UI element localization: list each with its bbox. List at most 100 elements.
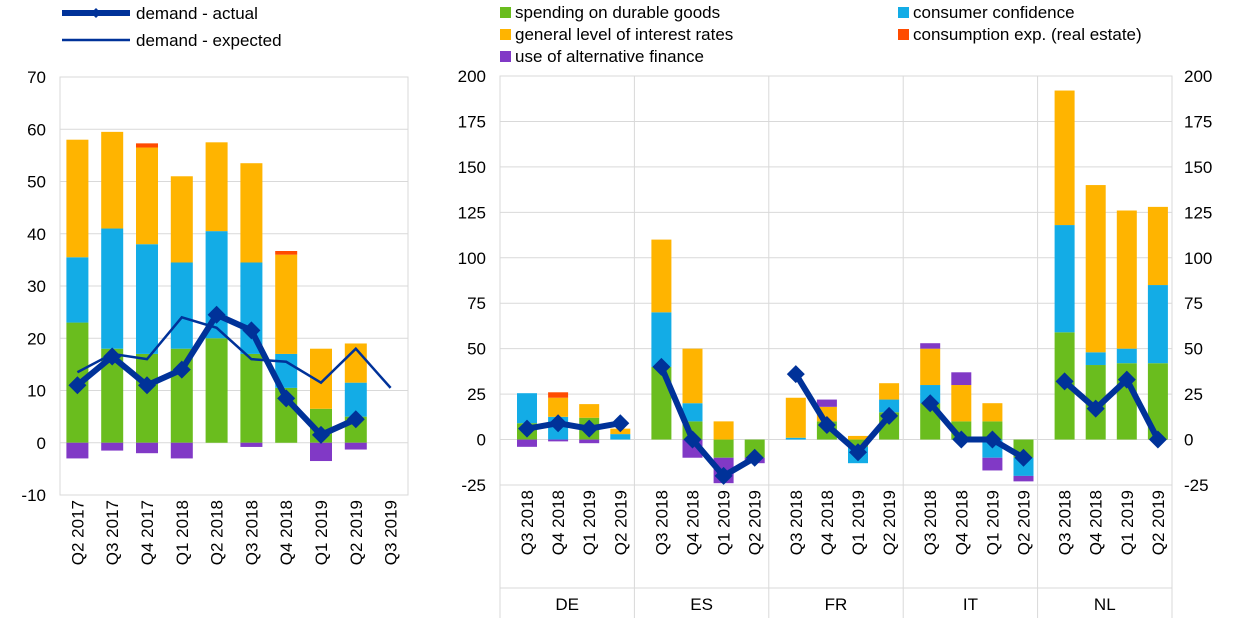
left-bar-segment xyxy=(170,442,193,459)
right-group-label: NL xyxy=(1094,595,1116,614)
left-x-tick-label: Q3 2019 xyxy=(382,500,401,565)
right-bar-segment xyxy=(920,385,941,404)
right-bar-segment xyxy=(713,439,734,458)
left-bar-segment xyxy=(101,131,124,229)
right-bar-segment xyxy=(951,372,972,386)
left-y-tick-label: 30 xyxy=(27,277,46,296)
right-x-tick-label: Q1 2019 xyxy=(983,490,1002,555)
right-x-tick-label: Q2 2019 xyxy=(1015,490,1034,555)
right-actual-marker xyxy=(952,430,971,449)
right-bar-segment xyxy=(682,348,703,404)
right-chart-lines xyxy=(518,357,1167,485)
right-bar-segment xyxy=(579,439,600,444)
right-x-tick-label: Q1 2019 xyxy=(715,490,734,555)
left-bar-segment xyxy=(101,442,124,451)
left-bar-segment xyxy=(136,442,158,454)
right-actual-marker xyxy=(652,357,671,376)
right-legend-label: consumer confidence xyxy=(913,3,1075,22)
right-actual-marker xyxy=(611,414,630,433)
right-actual-marker xyxy=(1117,370,1136,389)
left-bar-segment xyxy=(240,353,263,443)
right-bar-segment xyxy=(548,439,569,442)
left-x-tick-label: Q3 2018 xyxy=(242,500,261,565)
right-bar-segment xyxy=(785,397,806,438)
right-actual-marker xyxy=(786,365,805,384)
right-x-tick-label: Q3 2018 xyxy=(652,490,671,555)
right-y-tick-label-right: 50 xyxy=(1184,340,1203,359)
right-actual-marker xyxy=(1055,372,1074,391)
left-line-demand-expected xyxy=(76,315,392,389)
left-bar-segment xyxy=(275,254,298,354)
left-bar-segment xyxy=(136,244,158,354)
right-legend-label: spending on durable goods xyxy=(515,3,720,22)
left-x-tick-label: Q2 2018 xyxy=(208,500,227,565)
right-x-tick-label: Q4 2018 xyxy=(952,490,971,555)
right-bar-segment xyxy=(785,437,806,440)
right-bar-segment xyxy=(1013,457,1034,476)
right-y-tick-label-left: 75 xyxy=(467,294,486,313)
right-bar-segment xyxy=(982,457,1003,471)
right-y-tick-label-right: 0 xyxy=(1184,431,1193,450)
left-bar-segment xyxy=(101,348,124,443)
right-legend-label: general level of interest rates xyxy=(515,25,733,44)
left-bar-segment xyxy=(136,143,158,148)
left-bar-segment xyxy=(275,250,298,255)
right-legend-swatch xyxy=(500,7,511,18)
left-bar-segment xyxy=(170,176,193,263)
left-x-tick-label: Q4 2018 xyxy=(277,500,296,565)
right-y-tick-label-right: -25 xyxy=(1184,476,1209,495)
left-x-tick-label: Q2 2017 xyxy=(68,500,87,565)
right-actual-marker xyxy=(1014,448,1033,467)
right-bar-segment xyxy=(920,343,941,349)
left-y-tick-label: 10 xyxy=(27,382,46,401)
left-bar-segment xyxy=(66,139,89,258)
right-actual-marker xyxy=(580,419,599,438)
left-bar-segment xyxy=(205,338,228,443)
right-y-tick-label-left: 50 xyxy=(467,340,486,359)
right-x-tick-label: Q3 2018 xyxy=(1056,490,1075,555)
left-chart-lines xyxy=(68,305,392,444)
right-line-demand-actual xyxy=(1062,376,1161,441)
right-line-demand-actual xyxy=(927,401,1026,461)
left-chart-y-tick-labels: 70 60 50 40 30 20 10 0 -10 xyxy=(21,68,46,505)
left-x-tick-label: Q4 2017 xyxy=(138,500,157,565)
right-y-tick-label-left: 0 xyxy=(477,431,486,450)
right-legend-swatch xyxy=(898,7,909,18)
left-chart-legend: demand - actual demand - expected xyxy=(62,4,282,50)
right-actual-marker xyxy=(518,419,536,438)
right-bar-segment xyxy=(982,421,1003,440)
right-legend-swatch xyxy=(500,51,511,62)
left-actual-marker xyxy=(277,389,296,408)
right-bar-segment xyxy=(1013,475,1034,482)
right-bar-segment xyxy=(982,403,1003,422)
left-bar-segment xyxy=(240,163,263,263)
right-bar-segment xyxy=(713,421,734,440)
right-x-tick-label: Q4 2018 xyxy=(549,490,568,555)
right-x-tick-label: Q3 2018 xyxy=(787,490,806,555)
legend-marker-demand-actual xyxy=(91,8,101,18)
legend-label-demand-actual: demand - actual xyxy=(136,4,258,23)
right-bar-segment xyxy=(651,312,672,367)
right-bar-segment xyxy=(879,399,900,413)
right-group-label: DE xyxy=(555,595,579,614)
right-x-tick-label: Q2 2019 xyxy=(611,490,630,555)
right-legend-swatch xyxy=(500,29,511,40)
right-bar-segment xyxy=(1147,285,1168,364)
right-y-tick-label-left: 175 xyxy=(458,112,486,131)
right-y-tick-label-left: 200 xyxy=(458,67,486,86)
right-bar-segment xyxy=(816,399,837,407)
left-y-tick-label: -10 xyxy=(21,486,46,505)
right-actual-marker xyxy=(880,406,899,425)
right-y-tick-label-right: 125 xyxy=(1184,203,1212,222)
right-bar-segment xyxy=(1054,225,1075,333)
right-bar-segment xyxy=(744,439,765,458)
left-actual-marker xyxy=(103,347,122,366)
right-x-tick-label: Q1 2019 xyxy=(849,490,868,555)
right-bar-segment xyxy=(1085,352,1106,366)
right-plot-border xyxy=(499,75,1173,486)
right-bar-segment xyxy=(579,404,600,418)
right-bar-segment xyxy=(1147,363,1168,440)
left-actual-marker xyxy=(172,360,191,379)
left-x-tick-label: Q1 2018 xyxy=(173,500,192,565)
